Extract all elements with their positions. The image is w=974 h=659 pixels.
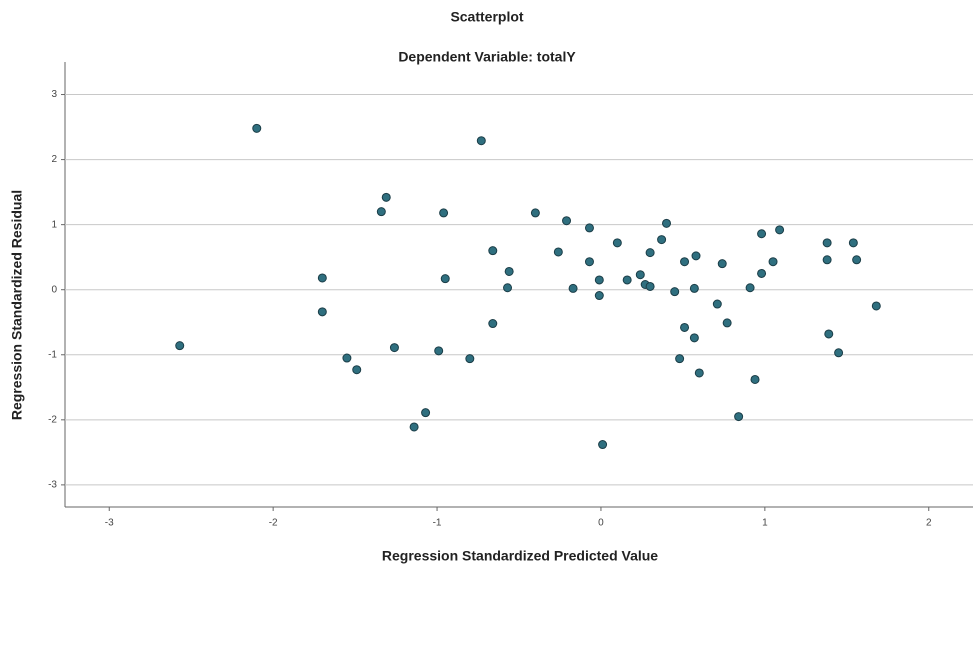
point	[343, 354, 351, 362]
chart-subtitle: Dependent Variable: totalY	[398, 49, 576, 65]
point	[823, 239, 831, 247]
point	[718, 260, 726, 268]
point	[646, 282, 654, 290]
point	[769, 258, 777, 266]
point	[554, 248, 562, 256]
x-tick-label: -3	[105, 518, 114, 529]
point	[489, 320, 497, 328]
point	[595, 276, 603, 284]
y-tick-label: -2	[48, 414, 57, 425]
point	[466, 355, 474, 363]
point	[176, 342, 184, 350]
point	[253, 124, 261, 132]
point	[595, 292, 603, 300]
point	[504, 284, 512, 292]
point	[690, 284, 698, 292]
point	[713, 300, 721, 308]
point	[377, 208, 385, 216]
point	[776, 226, 784, 234]
point	[318, 274, 326, 282]
x-tick-label: 2	[926, 518, 932, 529]
point	[853, 256, 861, 264]
point	[823, 256, 831, 264]
point	[623, 276, 631, 284]
point	[422, 409, 430, 417]
point	[676, 355, 684, 363]
point	[681, 258, 689, 266]
point	[663, 219, 671, 227]
point	[435, 347, 443, 355]
point	[563, 217, 571, 225]
chart: Scatterplot Dependent Variable: totalY R…	[0, 0, 974, 659]
point	[390, 344, 398, 352]
y-axis-label: Regression Standardized Residual	[9, 190, 25, 420]
point	[695, 369, 703, 377]
point	[441, 275, 449, 283]
point	[690, 334, 698, 342]
point	[599, 441, 607, 449]
y-tick-label: -1	[48, 349, 57, 360]
point	[681, 323, 689, 331]
point	[585, 224, 593, 232]
point	[489, 247, 497, 255]
point	[382, 193, 390, 201]
point	[505, 267, 513, 275]
point	[646, 249, 654, 257]
x-axis-label: Regression Standardized Predicted Value	[382, 548, 658, 564]
point	[723, 319, 731, 327]
point	[758, 230, 766, 238]
point	[440, 209, 448, 217]
point	[835, 349, 843, 357]
x-tick-label: -1	[433, 518, 442, 529]
point	[692, 252, 700, 260]
point	[353, 366, 361, 374]
y-tick-label: -3	[48, 480, 57, 491]
point	[318, 308, 326, 316]
point	[636, 271, 644, 279]
point	[477, 137, 485, 145]
y-tick-label: 1	[51, 219, 57, 230]
point	[849, 239, 857, 247]
x-tick-label: 0	[598, 518, 604, 529]
point	[825, 330, 833, 338]
point	[569, 284, 577, 292]
point	[531, 209, 539, 217]
point	[658, 236, 666, 244]
x-tick-label: 1	[762, 518, 768, 529]
x-tick-label: -2	[269, 518, 278, 529]
point	[751, 375, 759, 383]
page: {"chart_data": {"type": "scatter", "titl…	[0, 0, 974, 659]
point	[872, 302, 880, 310]
y-tick-label: 0	[51, 284, 57, 295]
y-tick-label: 2	[51, 154, 57, 165]
point	[671, 288, 679, 296]
point	[735, 413, 743, 421]
point	[758, 269, 766, 277]
point	[746, 284, 754, 292]
y-tick-label: 3	[51, 89, 57, 100]
point	[585, 258, 593, 266]
point	[410, 423, 418, 431]
chart-title: Scatterplot	[450, 9, 523, 25]
point	[613, 239, 621, 247]
